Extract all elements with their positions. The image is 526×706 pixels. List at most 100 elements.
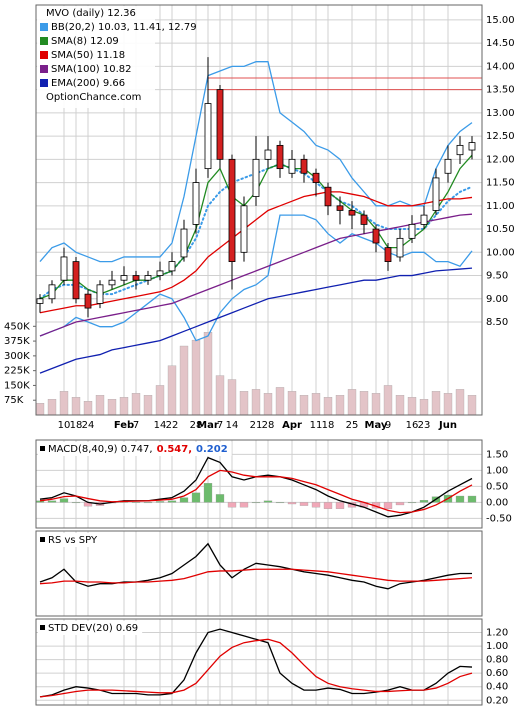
bar	[335, 502, 345, 509]
bar	[275, 502, 285, 504]
candle-body	[216, 89, 224, 160]
candle-body	[432, 177, 440, 211]
bar	[179, 497, 189, 503]
candle-body	[360, 214, 368, 225]
line-series	[39, 628, 473, 698]
bar	[239, 502, 249, 508]
x-tick-label: 18	[70, 420, 83, 431]
y-tick-label: 13.00	[486, 108, 515, 119]
y-tick-label: 1.00	[486, 641, 508, 652]
bar	[167, 365, 177, 416]
candle-body	[444, 158, 452, 174]
y-tick-label: 1.50	[486, 449, 508, 460]
candle-body	[408, 224, 416, 239]
bar	[431, 391, 441, 416]
panel-title-marker	[40, 625, 45, 630]
y2-tick-label: 225K	[4, 366, 30, 377]
legend-label: EMA(200) 9.66	[51, 78, 125, 89]
y-tick-label: 1.00	[486, 465, 508, 476]
candle-body	[120, 275, 128, 281]
bar	[167, 500, 177, 503]
x-tick-label: 10	[58, 420, 71, 431]
x-tick-label: 21	[250, 420, 263, 431]
x-tick-label: Feb	[114, 420, 134, 431]
x-tick-label: May	[365, 420, 388, 431]
bar	[371, 393, 381, 416]
candle-body	[60, 256, 68, 281]
bar	[203, 483, 213, 503]
bar	[155, 501, 165, 503]
x-tick-label: 9	[385, 420, 391, 431]
bar	[455, 389, 465, 416]
bar	[455, 495, 465, 503]
bar	[419, 399, 429, 416]
candle-body	[72, 261, 80, 300]
candle-body	[372, 228, 380, 244]
bar	[383, 385, 393, 416]
panel-title-text: STD DEV(20) 0.69	[48, 623, 138, 634]
bar	[59, 391, 69, 416]
y-tick-label: 14.50	[486, 38, 515, 49]
candle-body	[300, 158, 308, 174]
bar	[179, 345, 189, 416]
line-series	[39, 191, 473, 314]
bar	[95, 395, 105, 416]
bar	[335, 395, 345, 416]
panel-title-bg	[38, 533, 102, 547]
y2-tick-label: 450K	[4, 321, 30, 332]
bar	[191, 339, 201, 416]
candle-body	[420, 214, 428, 225]
y-tick-label: 0.50	[486, 481, 508, 492]
bar	[419, 500, 429, 503]
bar	[83, 401, 93, 416]
y-tick-label: 10.50	[486, 224, 515, 235]
y-tick-label: 12.50	[486, 131, 515, 142]
candle-body	[204, 103, 212, 170]
candle-body	[396, 237, 404, 258]
line-series	[39, 267, 473, 374]
bar	[263, 500, 273, 503]
y-tick-label: 0.80	[486, 655, 508, 666]
legend-swatch	[40, 79, 48, 87]
bar	[215, 375, 225, 416]
bar	[299, 502, 309, 506]
candle-body	[324, 186, 332, 207]
candle-body	[108, 279, 116, 286]
legend-label: SMA(8) 12.09	[51, 36, 119, 47]
candle-body	[264, 149, 272, 160]
panel-title-marker	[40, 537, 45, 542]
y-tick-label: 8.50	[486, 317, 508, 328]
y2-tick-label: 75K	[4, 395, 24, 406]
bar	[47, 500, 57, 503]
bar	[131, 393, 141, 416]
bar	[263, 393, 273, 416]
panel-title-marker	[40, 446, 45, 451]
bar	[347, 389, 357, 416]
y-tick-label: -0.50	[486, 513, 512, 524]
y-tick-label: 0.00	[486, 497, 508, 508]
bar	[119, 397, 129, 416]
bar	[143, 502, 153, 504]
panel-frame	[35, 530, 483, 617]
y-tick-label: 0.60	[486, 668, 508, 679]
bar	[251, 389, 261, 416]
bar	[215, 494, 225, 503]
bar	[71, 397, 81, 416]
candle-body	[48, 284, 56, 300]
y-tick-label: 15.00	[486, 15, 515, 26]
x-tick-label: 22	[166, 420, 179, 431]
line-series	[39, 568, 473, 585]
x-tick-label: 25	[346, 420, 359, 431]
y2-tick-label: 300K	[4, 351, 30, 362]
bar	[71, 502, 81, 504]
legend-swatch	[40, 23, 48, 31]
panel-frame	[35, 439, 483, 529]
x-tick-label: Mar	[197, 420, 219, 431]
y-tick-label: 12.00	[486, 154, 515, 165]
candle-body	[180, 228, 188, 258]
panel-frame	[35, 4, 483, 416]
bar	[311, 502, 321, 508]
candle-body	[144, 275, 152, 281]
line-series	[39, 542, 472, 590]
